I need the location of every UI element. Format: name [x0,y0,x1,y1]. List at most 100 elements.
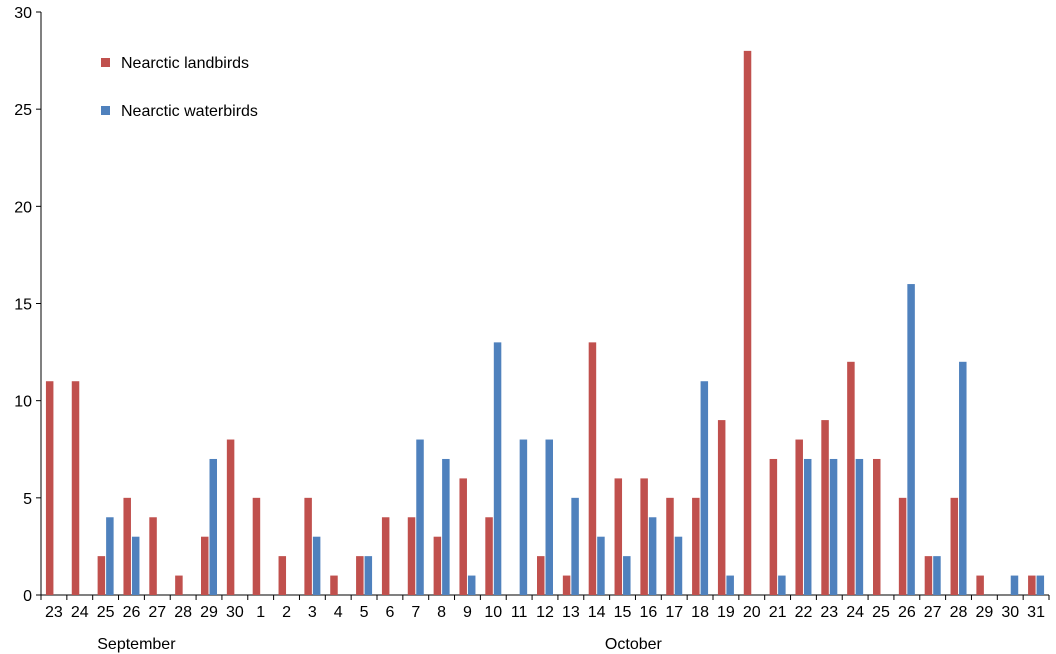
x-tick-label: 14 [588,604,606,621]
x-tick-label: 25 [97,604,115,621]
month-label: October [605,636,663,653]
x-tick-label: 23 [45,604,63,621]
landbirds-bar [72,381,80,595]
landbirds-bar [821,420,829,595]
y-tick-label: 0 [23,588,32,605]
month-labels: September October [97,636,662,653]
bars [46,51,1044,595]
landbirds-bar [1028,576,1036,595]
waterbirds-bar [675,537,683,595]
waterbirds-bar [313,537,321,595]
x-tick-label: 2 [282,604,291,621]
waterbirds-bar [494,342,502,595]
landbirds-bar [615,478,623,595]
landbirds-bar [330,576,338,595]
x-tick-label: 29 [975,604,993,621]
legend: Nearctic landbirds Nearctic waterbirds [101,55,258,120]
x-tick-label: 19 [717,604,735,621]
x-tick-label: 15 [614,604,632,621]
x-tick-label: 12 [536,604,554,621]
landbirds-bar [175,576,183,595]
x-tick-label: 31 [1027,604,1045,621]
x-tick-label: 11 [511,604,528,621]
landbirds-bar [304,498,312,595]
waterbirds-bar [933,556,941,595]
landbirds-bar [847,362,855,595]
landbirds-bar [537,556,545,595]
x-tick-label: 3 [308,604,317,621]
x-tick-label: 27 [924,604,942,621]
y-tick-label: 10 [14,394,32,411]
waterbirds-bar [1011,576,1019,595]
waterbirds-bar [416,440,424,595]
x-tick-label: 22 [795,604,813,621]
waterbirds-bar [546,440,554,595]
landbirds-bar [976,576,984,595]
legend-label: Nearctic landbirds [121,55,249,72]
x-tick-label: 25 [872,604,890,621]
landbirds-bar [563,576,571,595]
x-tick-label: 6 [385,604,394,621]
legend-label: Nearctic waterbirds [121,103,258,120]
month-label: September [97,636,176,653]
waterbirds-bar [701,381,709,595]
waterbirds-bar [778,576,786,595]
landbirds-bar [356,556,364,595]
x-tick-label: 26 [898,604,916,621]
waterbirds-bar [959,362,967,595]
waterbirds-bar [468,576,476,595]
y-tick-label: 5 [23,491,32,508]
waterbirds-bar [804,459,812,595]
y-tick-label: 30 [14,5,32,22]
landbirds-bar [589,342,597,595]
landbirds-bar [149,517,157,595]
x-tick-label: 28 [174,604,192,621]
x-tick-label: 10 [484,604,502,621]
landbirds-bar [795,440,803,595]
waterbirds-bar [365,556,373,595]
x-tick-label: 16 [639,604,657,621]
waterbirds-bar [597,537,605,595]
legend-swatch [101,58,110,67]
landbirds-bar [925,556,933,595]
landbirds-bar [640,478,648,595]
landbirds-bar [253,498,261,595]
x-tick-label: 29 [200,604,218,621]
waterbirds-bar [830,459,838,595]
landbirds-bar [951,498,959,595]
waterbirds-bar [1037,576,1045,595]
x-tick-label: 17 [665,604,683,621]
landbirds-bar [873,459,881,595]
x-tick-label: 30 [226,604,244,621]
y-axis-ticks: 0 5 10 15 20 25 30 [14,5,41,605]
x-tick-label: 4 [334,604,343,621]
x-tick-label: 7 [411,604,420,621]
axes [41,12,1049,595]
landbirds-bar [718,420,726,595]
landbirds-bar [666,498,674,595]
landbirds-bar [692,498,700,595]
landbirds-bar [123,498,131,595]
x-tick-label: 23 [820,604,838,621]
landbirds-bar [98,556,106,595]
waterbirds-bar [132,537,140,595]
waterbirds-bar [210,459,218,595]
landbirds-bar [279,556,287,595]
waterbirds-bar [726,576,734,595]
x-tick-label: 28 [950,604,968,621]
x-tick-label: 27 [148,604,166,621]
waterbirds-bar [571,498,579,595]
landbirds-bar [227,440,235,595]
x-tick-label: 24 [71,604,89,621]
y-tick-label: 25 [14,102,32,119]
waterbirds-bar [623,556,631,595]
x-tick-label: 9 [463,604,472,621]
waterbirds-bar [907,284,915,595]
x-tick-label: 26 [123,604,141,621]
x-tick-label: 24 [846,604,864,621]
waterbirds-bar [442,459,450,595]
waterbirds-bar [649,517,657,595]
x-tick-label: 21 [769,604,787,621]
landbirds-bar [46,381,54,595]
